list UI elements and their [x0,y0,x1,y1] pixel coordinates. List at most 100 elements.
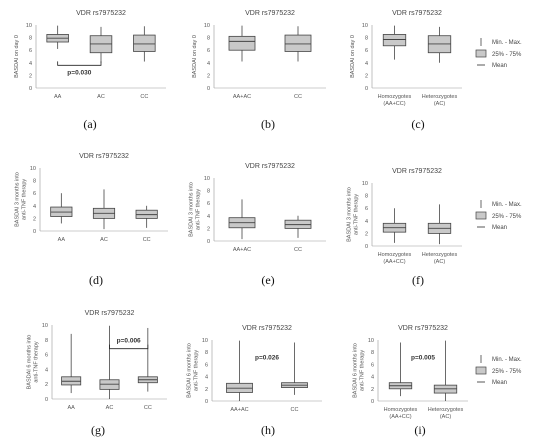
panel-letter: (i) [414,423,425,437]
y-tick-label: 0 [371,399,374,405]
iqr-box [284,34,312,52]
y-tick-label: 0 [45,397,48,403]
y-tick-label: 0 [207,86,210,92]
box-1 [92,189,116,230]
iqr-legend-label: 25% - 75% [492,214,522,220]
iqr-legend-swatch [475,211,487,220]
y-axis-label: BASDAI on day 0 [350,35,356,78]
chart-title: VDR rs7975232 [392,10,442,17]
y-tick-label: 10 [204,176,210,182]
panel-letter: (h) [261,423,275,437]
y-tick-label: 8 [205,350,208,356]
p-value-label: p=0.030 [67,69,91,76]
significance-bracket [57,61,102,66]
panel-c: VDR rs7975232 0 2 4 6 8 10 BASDAI on day 0 Homoz… [350,10,462,131]
y-tick-label: 4 [207,214,210,220]
y-tick-label: 8 [33,179,36,185]
panel-letter: (f) [412,273,424,287]
box-1 [284,215,312,238]
y-tick-label: 8 [365,194,368,200]
y-tick-label: 6 [365,206,368,212]
chart-title: VDR rs7975232 [245,10,295,17]
mean-legend-label: Mean [492,225,507,231]
y-tick-label: 8 [45,338,48,344]
y-tick-label: 4 [205,375,208,381]
mean-legend-label: Mean [492,63,507,69]
y-tick-label: 4 [365,61,368,67]
y-axis-label: BASDAI 3 months intoanti-TNF therapy [15,172,28,227]
legend-1: Min. - Max. 25% - 75% Mean [475,200,522,231]
mean-legend-label: Mean [492,380,507,386]
y-tick-label: 2 [45,382,48,388]
panel-letter: (c) [411,117,424,131]
y-tick-label: 0 [29,86,32,92]
x-tick-label: Homozygotes (AA+CC) [378,94,412,107]
y-tick-label: 10 [362,23,368,29]
minmax-legend-label: Min. - Max. [492,202,522,208]
x-tick-label: CC [143,237,151,243]
box-2 [137,327,158,392]
y-axis-label: BASDAI on day 0 [192,35,198,78]
y-tick-label: 2 [365,231,368,237]
y-tick-label: 10 [26,23,32,29]
panel-a: VDR rs7975232 0 2 4 6 8 10 BASDAI on day 0 AA AC C… [14,10,166,131]
iqr-legend-label: 25% - 75% [492,369,522,375]
y-tick-label: 6 [371,362,374,368]
y-tick-label: 10 [202,338,208,344]
y-tick-label: 2 [371,387,374,393]
y-tick-label: 6 [365,48,368,54]
minmax-legend-label: Min. - Max. [492,40,522,46]
box-1 [281,342,308,395]
y-tick-label: 0 [205,399,208,405]
y-tick-label: 8 [207,189,210,195]
panel-letter: (g) [91,423,105,437]
y-tick-label: 10 [368,338,374,344]
x-tick-label: CC [291,407,299,413]
iqr-box [228,35,256,51]
x-tick-label: AC [97,94,105,100]
chart-title: VDR rs7975232 [79,153,129,160]
significance-bracket [109,344,149,350]
chart-title: VDR rs7975232 [76,10,126,17]
iqr-box [382,34,407,47]
panel-letter: (b) [261,117,275,131]
chart-title: VDR rs7975232 [398,325,448,332]
legend-2: Min. - Max. 25% - 75% Mean [475,355,522,386]
x-tick-label: AA+AC [233,94,251,100]
y-tick-label: 10 [204,23,210,29]
box-0 [46,25,69,49]
y-tick-label: 2 [207,73,210,79]
x-tick-label: Heterozygotes (AC) [428,407,464,420]
y-tick-label: 0 [33,229,36,235]
box-1 [89,26,113,63]
minmax-legend-label: Min. - Max. [492,357,522,363]
y-axis-label: BASDAI 6 months intoanti-TNF therapy [353,343,366,398]
box-0 [228,199,256,240]
chart-title: VDR rs7975232 [85,310,135,317]
box-1 [427,26,452,63]
y-tick-label: 2 [29,73,32,79]
x-tick-label: AA+AC [230,407,248,413]
box-0 [50,193,73,224]
x-tick-label: AA+AC [233,247,251,253]
box-0 [61,333,82,394]
y-tick-label: 6 [33,191,36,197]
x-tick-label: AA [58,237,66,243]
y-tick-label: 8 [29,36,32,42]
box-2 [133,26,156,62]
panel-letter: (a) [83,117,96,131]
x-tick-label: CC [140,94,148,100]
y-tick-label: 6 [205,362,208,368]
box-0 [228,25,256,62]
x-tick-label: AA [54,94,62,100]
y-tick-label: 4 [371,375,374,381]
iqr-legend-swatch [475,366,487,375]
y-axis-label: BASDAI 3 months intoanti-TNF therapy [347,187,360,242]
y-tick-label: 10 [362,181,368,187]
x-tick-label: CC [294,94,302,100]
